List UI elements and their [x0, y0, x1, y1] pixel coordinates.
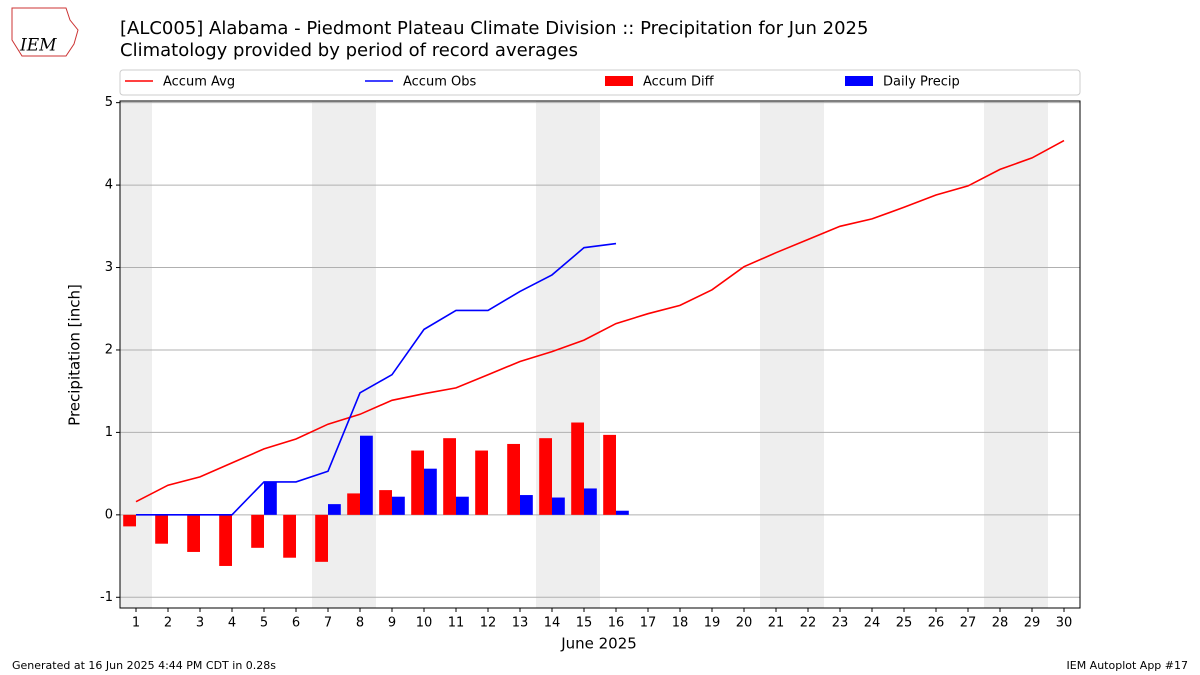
y-tick-label: 3 [105, 260, 113, 275]
bar [360, 435, 373, 515]
x-tick-label: 20 [736, 616, 753, 631]
bar [283, 514, 296, 558]
bar [155, 514, 168, 544]
legend-label: Accum Obs [403, 75, 476, 90]
bar [251, 514, 264, 548]
x-tick-label: 2 [164, 616, 172, 631]
y-tick-label: -1 [100, 590, 113, 605]
bar [443, 438, 456, 515]
weekend-band [568, 101, 600, 608]
plot-frame [119, 100, 1081, 609]
bar [475, 450, 488, 515]
x-tick-label: 18 [672, 616, 689, 631]
y-tick-label: 1 [105, 425, 113, 440]
line [135, 139, 1065, 503]
bar [424, 468, 437, 515]
bar [315, 514, 328, 562]
x-axis-label: June 2025 [560, 635, 637, 653]
x-tick-label: 12 [480, 616, 497, 631]
x-tick-label: 25 [896, 616, 913, 631]
bar [347, 493, 360, 515]
footer-right: IEM Autoplot App #17 [1067, 659, 1189, 672]
x-tick-label: 27 [960, 616, 977, 631]
legend-label: Accum Diff [643, 75, 715, 90]
x-tick-label: 5 [260, 616, 268, 631]
x-tick-label: 19 [704, 616, 721, 631]
bar [456, 496, 469, 515]
x-tick-label: 9 [388, 616, 396, 631]
x-tick-label: 6 [292, 616, 300, 631]
legend-box [119, 69, 1081, 96]
x-tick-label: 14 [544, 616, 561, 631]
bar [520, 495, 533, 515]
x-tick-label: 22 [800, 616, 817, 631]
bar [411, 450, 424, 515]
y-tick-label: 4 [105, 178, 113, 193]
x-tick-label: 23 [832, 616, 849, 631]
legend-swatch [605, 76, 633, 86]
chart-title: [ALC005] Alabama - Piedmont Plateau Clim… [120, 18, 868, 39]
bar [219, 514, 232, 566]
bar [392, 496, 405, 515]
bar [123, 514, 136, 527]
legend-label: Accum Avg [163, 75, 235, 90]
y-tick-label: 5 [105, 95, 113, 110]
weekend-band [760, 101, 792, 608]
bar [584, 488, 597, 515]
x-tick-label: 15 [576, 616, 593, 631]
bar [379, 490, 392, 515]
x-tick-label: 7 [324, 616, 332, 631]
weekend-band [120, 101, 152, 608]
x-tick-label: 1 [132, 616, 140, 631]
weekend-band [792, 101, 824, 608]
x-tick-label: 3 [196, 616, 204, 631]
line [136, 242, 617, 516]
bar [539, 438, 552, 515]
x-tick-label: 29 [1024, 616, 1041, 631]
bar [328, 504, 341, 515]
y-tick-label: 0 [105, 507, 113, 522]
weekend-band [344, 101, 376, 608]
x-tick-label: 30 [1056, 616, 1073, 631]
weekend-band [984, 101, 1016, 608]
x-tick-label: 26 [928, 616, 945, 631]
bar [603, 434, 616, 515]
y-tick-label: 2 [105, 342, 113, 357]
y-axis-label: Precipitation [inch] [66, 284, 84, 426]
x-tick-label: 11 [448, 616, 465, 631]
legend-label: Daily Precip [883, 75, 960, 90]
x-tick-label: 8 [356, 616, 364, 631]
x-tick-label: 16 [608, 616, 625, 631]
x-tick-label: 17 [640, 616, 657, 631]
bar [264, 481, 277, 515]
bar [187, 514, 200, 552]
logo-text: IEM [19, 36, 57, 56]
bar [552, 497, 565, 515]
x-tick-label: 10 [416, 616, 433, 631]
legend-swatch [845, 76, 873, 86]
x-tick-label: 28 [992, 616, 1009, 631]
weekend-band [1016, 101, 1048, 608]
x-tick-label: 13 [512, 616, 529, 631]
bar [571, 422, 584, 515]
bar [616, 510, 629, 515]
chart-subtitle: Climatology provided by period of record… [120, 40, 578, 61]
footer-left: Generated at 16 Jun 2025 4:44 PM CDT in … [12, 659, 276, 672]
x-tick-label: 24 [864, 616, 881, 631]
x-tick-label: 4 [228, 616, 236, 631]
bar [507, 443, 520, 515]
logo-outline [11, 7, 79, 57]
x-tick-label: 21 [768, 616, 785, 631]
